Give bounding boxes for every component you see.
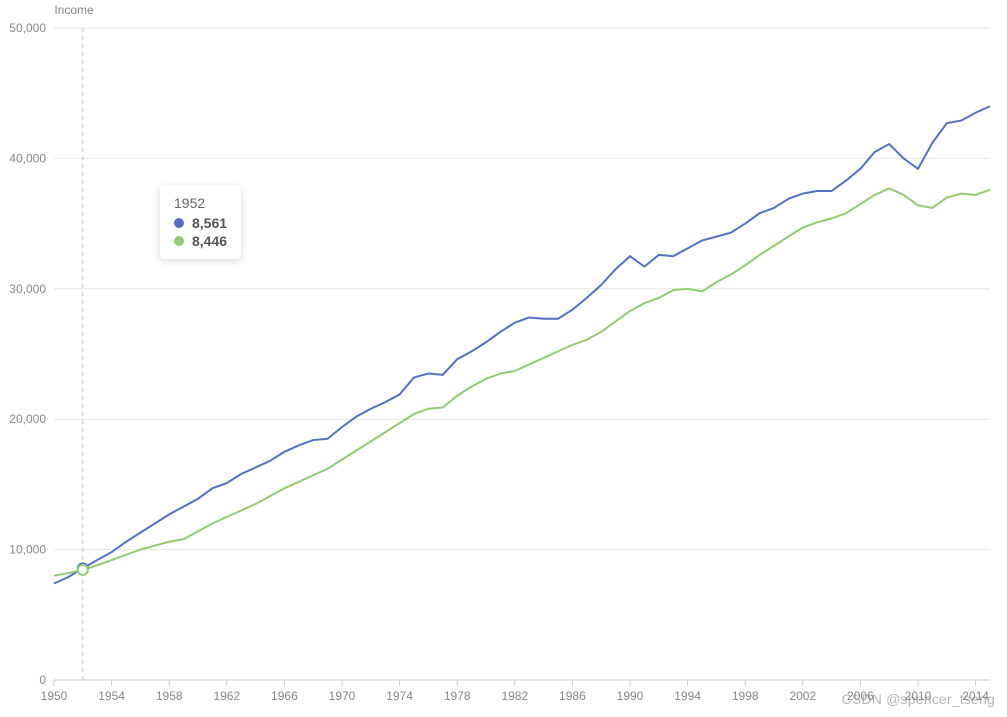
y-tick-label: 20,000 [9,412,46,426]
x-tick-label: 1954 [98,689,125,703]
x-tick-label: 1990 [617,689,644,703]
line-series-b [54,188,990,575]
hover-marker-icon [78,565,88,575]
x-tick-label: 1994 [674,689,701,703]
x-tick-label: 1950 [41,689,68,703]
y-tick-label: 40,000 [9,151,46,165]
x-tick-label: 2006 [847,689,874,703]
x-tick-label: 1974 [386,689,413,703]
x-tick-label: 1962 [213,689,240,703]
x-tick-label: 1970 [329,689,356,703]
y-tick-label: 10,000 [9,543,46,557]
x-tick-label: 1958 [156,689,183,703]
x-tick-label: 2014 [962,689,989,703]
y-tick-label: 30,000 [9,282,46,296]
x-tick-label: 1982 [501,689,528,703]
income-line-chart[interactable]: 0 10,000 20,000 30,000 40,000 50,000 Income 195… [0,0,1007,717]
x-tick-label: 2002 [789,689,816,703]
x-tick-label: 2010 [905,689,932,703]
y-axis-title: Income [54,3,94,17]
x-tick-label: 1966 [271,689,298,703]
x-tick-label: 1986 [559,689,586,703]
line-series-a [54,106,990,583]
y-tick-label: 0 [39,673,46,687]
x-tick-label: 1998 [732,689,759,703]
x-tick-label: 1978 [444,689,471,703]
chart-container: 0 10,000 20,000 30,000 40,000 50,000 Income 195… [0,0,1007,717]
y-tick-label: 50,000 [9,21,46,35]
